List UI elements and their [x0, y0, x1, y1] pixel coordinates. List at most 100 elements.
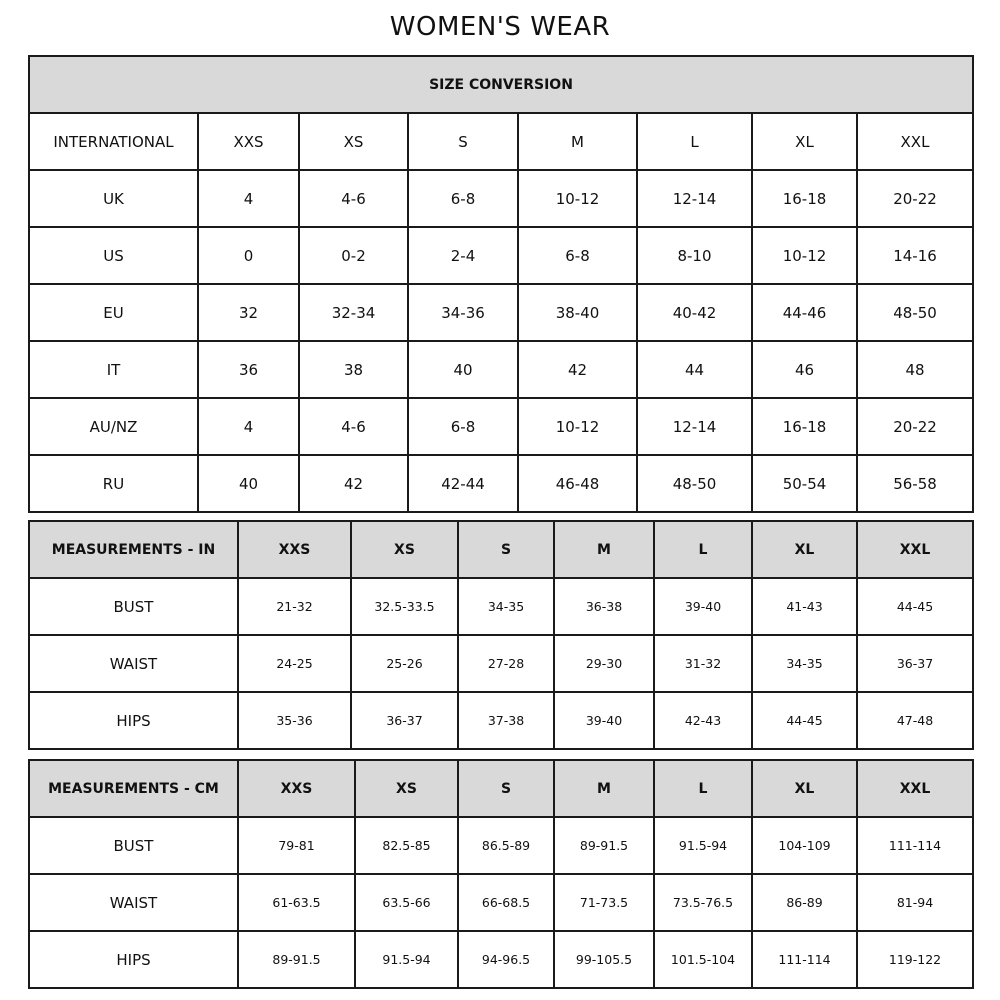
table-cell: 91.5-94 — [354, 930, 459, 989]
table-cell: 48-50 — [856, 283, 974, 342]
table-cell: 48-50 — [636, 454, 753, 513]
table-cell: 50-54 — [751, 454, 858, 513]
column-header-size: L — [653, 759, 753, 818]
table-cell: 27-28 — [457, 634, 555, 693]
column-header-label: INTERNATIONAL — [28, 112, 199, 171]
table-cell: 39-40 — [653, 577, 753, 636]
table-cell: 35-36 — [237, 691, 352, 750]
table-cell: 4-6 — [298, 397, 409, 456]
row-label: BUST — [28, 577, 239, 636]
table-cell: 111-114 — [751, 930, 858, 989]
column-header-size: XXS — [237, 759, 356, 818]
table-cell: 6-8 — [517, 226, 638, 285]
table-cell: 48 — [856, 340, 974, 399]
table-cell: 66-68.5 — [457, 873, 555, 932]
table-cell: 14-16 — [856, 226, 974, 285]
table-cell: 86-89 — [751, 873, 858, 932]
table-cell: 25-26 — [350, 634, 459, 693]
column-header-size: M — [517, 112, 638, 171]
column-header-size: L — [636, 112, 753, 171]
table-cell: 36 — [197, 340, 300, 399]
table-cell: 0 — [197, 226, 300, 285]
column-header-size: XL — [751, 112, 858, 171]
table-cell: 0-2 — [298, 226, 409, 285]
table-row: EU 32 32-34 34-36 38-40 40-42 44-46 48-50 — [28, 283, 974, 342]
table-cell: 81-94 — [856, 873, 974, 932]
table-cell: 34-36 — [407, 283, 519, 342]
table-cell: 10-12 — [517, 169, 638, 228]
table-cell: 4 — [197, 169, 300, 228]
table-cell: 46 — [751, 340, 858, 399]
column-header-size: XS — [354, 759, 459, 818]
table-row: BUST 79-81 82.5-85 86.5-89 89-91.5 91.5-94 104… — [28, 816, 974, 875]
table-cell: 94-96.5 — [457, 930, 555, 989]
table-cell: 63.5-66 — [354, 873, 459, 932]
table-cell: 61-63.5 — [237, 873, 356, 932]
column-header-label: MEASUREMENTS - CM — [28, 759, 239, 818]
measurements-in-table: MEASUREMENTS - IN XXS XS S M L XL XXL BUST 21-32 3… — [28, 520, 974, 750]
column-header-size: S — [457, 520, 555, 579]
table-cell: 56-58 — [856, 454, 974, 513]
table-row: HIPS 89-91.5 91.5-94 94-96.5 99-105.5 101.5-1… — [28, 930, 974, 989]
table-cell: 16-18 — [751, 397, 858, 456]
table-cell: 4 — [197, 397, 300, 456]
row-label: US — [28, 226, 199, 285]
table-cell: 10-12 — [751, 226, 858, 285]
row-label: EU — [28, 283, 199, 342]
column-header-size: M — [553, 759, 655, 818]
row-label: IT — [28, 340, 199, 399]
row-label: UK — [28, 169, 199, 228]
column-header-size: XXL — [856, 520, 974, 579]
table-cell: 42 — [298, 454, 409, 513]
table-cell: 89-91.5 — [553, 816, 655, 875]
table-cell: 24-25 — [237, 634, 352, 693]
measurements-cm-table: MEASUREMENTS - CM XXS XS S M L XL XXL BUST 79-81 8… — [28, 759, 974, 989]
table-cell: 32.5-33.5 — [350, 577, 459, 636]
table-title-row: SIZE CONVERSION — [28, 55, 974, 114]
column-header-size: XXS — [197, 112, 300, 171]
row-label: WAIST — [28, 873, 239, 932]
table-cell: 32-34 — [298, 283, 409, 342]
table-cell: 44-45 — [856, 577, 974, 636]
table-cell: 34-35 — [457, 577, 555, 636]
table-cell: 12-14 — [636, 169, 753, 228]
column-header-size: XXL — [856, 759, 974, 818]
table-cell: 36-37 — [856, 634, 974, 693]
table-row: HIPS 35-36 36-37 37-38 39-40 42-43 44-45 47-48 — [28, 691, 974, 750]
table-cell: 82.5-85 — [354, 816, 459, 875]
header-row: MEASUREMENTS - IN XXS XS S M L XL XXL — [28, 520, 974, 579]
table-cell: 44-46 — [751, 283, 858, 342]
table-cell: 31-32 — [653, 634, 753, 693]
table-cell: 40-42 — [636, 283, 753, 342]
column-header-size: S — [457, 759, 555, 818]
table-cell: 38 — [298, 340, 409, 399]
row-label: HIPS — [28, 691, 239, 750]
table-cell: 6-8 — [407, 397, 519, 456]
size-conversion-header: SIZE CONVERSION — [28, 55, 974, 114]
table-cell: 36-37 — [350, 691, 459, 750]
row-label: HIPS — [28, 930, 239, 989]
size-conversion-table: SIZE CONVERSION INTERNATIONAL XXS XS S M L XL X… — [28, 55, 974, 513]
table-cell: 36-38 — [553, 577, 655, 636]
table-cell: 4-6 — [298, 169, 409, 228]
table-cell: 104-109 — [751, 816, 858, 875]
table-cell: 10-12 — [517, 397, 638, 456]
table-row: RU 40 42 42-44 46-48 48-50 50-54 56-58 — [28, 454, 974, 513]
table-row: WAIST 24-25 25-26 27-28 29-30 31-32 34-35 36-37 — [28, 634, 974, 693]
header-row: MEASUREMENTS - CM XXS XS S M L XL XXL — [28, 759, 974, 818]
table-cell: 42-43 — [653, 691, 753, 750]
table-cell: 8-10 — [636, 226, 753, 285]
table-cell: 42-44 — [407, 454, 519, 513]
column-header-size: XXS — [237, 520, 352, 579]
table-row: UK 4 4-6 6-8 10-12 12-14 16-18 20-22 — [28, 169, 974, 228]
table-row: BUST 21-32 32.5-33.5 34-35 36-38 39-40 41-43 44… — [28, 577, 974, 636]
table-cell: 44-45 — [751, 691, 858, 750]
table-row: IT 36 38 40 42 44 46 48 — [28, 340, 974, 399]
column-header-label: MEASUREMENTS - IN — [28, 520, 239, 579]
table-cell: 119-122 — [856, 930, 974, 989]
header-row: INTERNATIONAL XXS XS S M L XL XXL — [28, 112, 974, 171]
table-row: AU/NZ 4 4-6 6-8 10-12 12-14 16-18 20-22 — [28, 397, 974, 456]
column-header-size: S — [407, 112, 519, 171]
table-cell: 29-30 — [553, 634, 655, 693]
column-header-size: XXL — [856, 112, 974, 171]
